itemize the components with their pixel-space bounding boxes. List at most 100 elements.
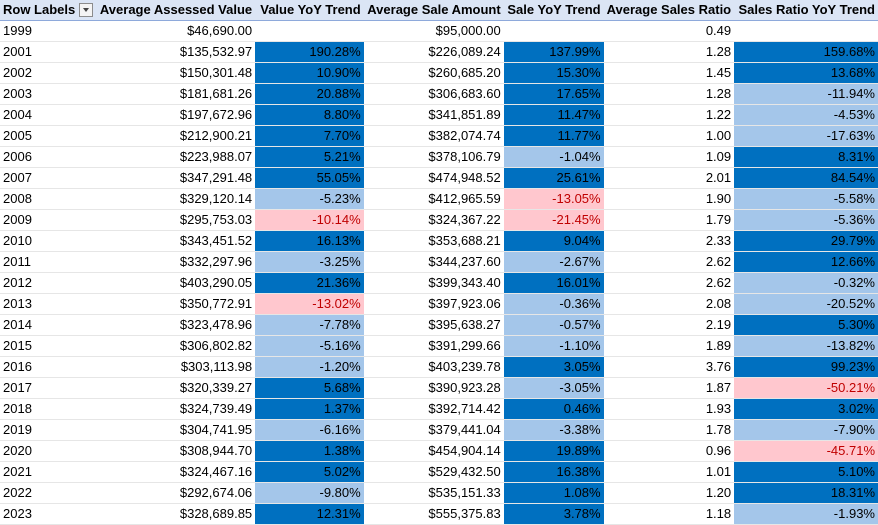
ratio-yoy-cell[interactable]: -11.94%	[734, 83, 878, 105]
avg-sale-cell[interactable]: $382,074.74	[363, 125, 504, 147]
sale-yoy-cell[interactable]: -3.38%	[503, 419, 604, 441]
ratio-yoy-cell[interactable]: 3.02%	[734, 398, 878, 420]
avg-ratio-cell[interactable]: 2.19	[603, 314, 735, 336]
sale-yoy-cell[interactable]: -1.10%	[503, 335, 604, 357]
avg-sale-cell[interactable]: $324,367.22	[363, 209, 504, 231]
year-cell[interactable]: 2002	[0, 62, 97, 84]
ratio-yoy-cell[interactable]: 159.68%	[734, 41, 878, 63]
avg-ratio-cell[interactable]: 1.28	[603, 41, 735, 63]
year-cell[interactable]: 2004	[0, 104, 97, 126]
value-yoy-cell[interactable]: -5.16%	[255, 335, 364, 357]
year-cell[interactable]: 2010	[0, 230, 97, 252]
avg-assessed-cell[interactable]: $350,772.91	[96, 293, 256, 315]
sale-yoy-cell[interactable]: 9.04%	[503, 230, 604, 252]
avg-assessed-cell[interactable]: $197,672.96	[96, 104, 256, 126]
avg-ratio-cell[interactable]: 1.28	[603, 83, 735, 105]
avg-ratio-cell[interactable]: 1.45	[603, 62, 735, 84]
row-labels-header[interactable]: Row Labels	[0, 0, 97, 21]
sale-yoy-cell[interactable]: 16.01%	[503, 272, 604, 294]
year-cell[interactable]: 2001	[0, 41, 97, 63]
sale-yoy-cell[interactable]: 15.30%	[503, 62, 604, 84]
value-yoy-cell[interactable]: 5.02%	[255, 461, 364, 483]
ratio-yoy-cell[interactable]: 5.30%	[734, 314, 878, 336]
avg-sale-cell[interactable]: $399,343.40	[363, 272, 504, 294]
value-yoy-cell[interactable]: -3.25%	[255, 251, 364, 273]
avg-ratio-cell[interactable]: 1.20	[603, 482, 735, 504]
ratio-yoy-header[interactable]: Sales Ratio YoY Trend	[734, 0, 878, 21]
year-cell[interactable]: 2021	[0, 461, 97, 483]
year-cell[interactable]: 2009	[0, 209, 97, 231]
ratio-yoy-cell[interactable]: 13.68%	[734, 62, 878, 84]
avg-sale-cell[interactable]: $391,299.66	[363, 335, 504, 357]
ratio-yoy-cell[interactable]: 12.66%	[734, 251, 878, 273]
avg-ratio-cell[interactable]: 1.18	[603, 503, 735, 525]
avg-assessed-cell[interactable]: $292,674.06	[96, 482, 256, 504]
value-yoy-cell[interactable]: 55.05%	[255, 167, 364, 189]
ratio-yoy-cell[interactable]: 5.10%	[734, 461, 878, 483]
year-cell[interactable]: 2020	[0, 440, 97, 462]
ratio-yoy-cell[interactable]: -7.90%	[734, 419, 878, 441]
avg-assessed-cell[interactable]: $295,753.03	[96, 209, 256, 231]
ratio-yoy-cell[interactable]: 29.79%	[734, 230, 878, 252]
avg-sale-cell[interactable]: $306,683.60	[363, 83, 504, 105]
sale-yoy-cell[interactable]: 19.89%	[503, 440, 604, 462]
year-cell[interactable]: 2013	[0, 293, 97, 315]
avg-sale-cell[interactable]: $390,923.28	[363, 377, 504, 399]
avg-ratio-cell[interactable]: 1.93	[603, 398, 735, 420]
sale-yoy-cell[interactable]: 16.38%	[503, 461, 604, 483]
value-yoy-cell[interactable]: 1.37%	[255, 398, 364, 420]
value-yoy-cell[interactable]: -6.16%	[255, 419, 364, 441]
avg-sale-cell[interactable]: $555,375.83	[363, 503, 504, 525]
avg-ratio-cell[interactable]: 1.22	[603, 104, 735, 126]
year-cell[interactable]: 2008	[0, 188, 97, 210]
avg-ratio-cell[interactable]: 2.01	[603, 167, 735, 189]
avg-ratio-cell[interactable]: 2.08	[603, 293, 735, 315]
sale-yoy-cell[interactable]: 3.78%	[503, 503, 604, 525]
value-yoy-cell[interactable]: -9.80%	[255, 482, 364, 504]
year-cell[interactable]: 2017	[0, 377, 97, 399]
avg-assessed-cell[interactable]: $223,988.07	[96, 146, 256, 168]
value-yoy-cell[interactable]: 20.88%	[255, 83, 364, 105]
value-yoy-cell[interactable]: 5.68%	[255, 377, 364, 399]
ratio-yoy-cell[interactable]: -20.52%	[734, 293, 878, 315]
year-cell[interactable]: 2022	[0, 482, 97, 504]
year-cell[interactable]: 2005	[0, 125, 97, 147]
avg-ratio-cell[interactable]: 0.96	[603, 440, 735, 462]
avg-sale-cell[interactable]: $353,688.21	[363, 230, 504, 252]
avg-assessed-cell[interactable]: $332,297.96	[96, 251, 256, 273]
sale-yoy-cell[interactable]: -2.67%	[503, 251, 604, 273]
sale-yoy-cell[interactable]: 137.99%	[503, 41, 604, 63]
avg-assessed-cell[interactable]: $46,690.00	[96, 20, 256, 42]
avg-ratio-cell[interactable]: 1.00	[603, 125, 735, 147]
year-cell[interactable]: 2003	[0, 83, 97, 105]
year-cell[interactable]: 2007	[0, 167, 97, 189]
year-cell[interactable]: 2016	[0, 356, 97, 378]
avg-assessed-cell[interactable]: $320,339.27	[96, 377, 256, 399]
value-yoy-cell[interactable]: 21.36%	[255, 272, 364, 294]
avg-assessed-cell[interactable]: $403,290.05	[96, 272, 256, 294]
sale-yoy-cell[interactable]: -3.05%	[503, 377, 604, 399]
avg-assessed-cell[interactable]: $343,451.52	[96, 230, 256, 252]
avg-sale-cell[interactable]: $260,685.20	[363, 62, 504, 84]
avg-sale-cell[interactable]: $395,638.27	[363, 314, 504, 336]
value-yoy-cell[interactable]: -1.20%	[255, 356, 364, 378]
avg-ratio-cell[interactable]: 1.78	[603, 419, 735, 441]
avg-ratio-cell[interactable]: 1.87	[603, 377, 735, 399]
avg-sale-cell[interactable]: $474,948.52	[363, 167, 504, 189]
avg-sale-cell[interactable]: $397,923.06	[363, 293, 504, 315]
avg-ratio-cell[interactable]: 0.49	[603, 20, 735, 42]
avg-sale-cell[interactable]: $535,151.33	[363, 482, 504, 504]
ratio-yoy-cell[interactable]: -17.63%	[734, 125, 878, 147]
year-cell[interactable]: 2023	[0, 503, 97, 525]
ratio-yoy-cell[interactable]: 8.31%	[734, 146, 878, 168]
sale-yoy-header[interactable]: Sale YoY Trend	[503, 0, 604, 21]
ratio-yoy-cell[interactable]: -5.58%	[734, 188, 878, 210]
sale-yoy-cell[interactable]: -13.05%	[503, 188, 604, 210]
year-cell[interactable]: 2011	[0, 251, 97, 273]
ratio-yoy-cell[interactable]: -13.82%	[734, 335, 878, 357]
sale-yoy-cell[interactable]: 11.77%	[503, 125, 604, 147]
avg-ratio-cell[interactable]: 1.09	[603, 146, 735, 168]
avg-assessed-cell[interactable]: $135,532.97	[96, 41, 256, 63]
avg-sale-cell[interactable]: $344,237.60	[363, 251, 504, 273]
ratio-yoy-cell[interactable]: 99.23%	[734, 356, 878, 378]
